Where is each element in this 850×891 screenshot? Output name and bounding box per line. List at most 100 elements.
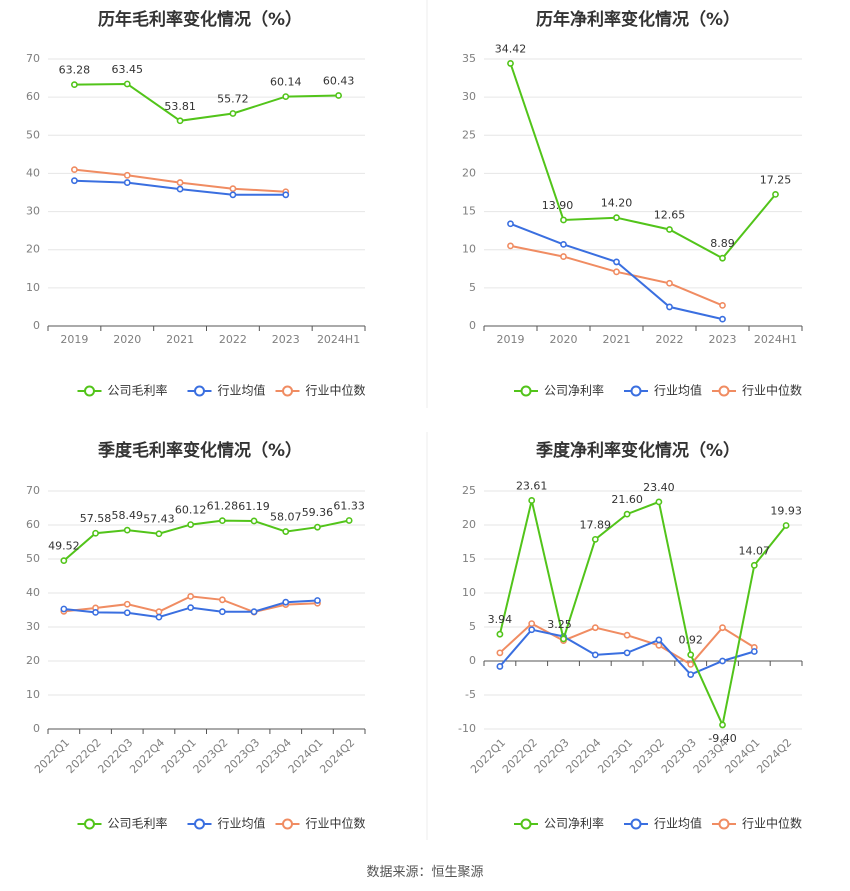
series-line-green <box>63 519 350 562</box>
x-tick-label: 2023 <box>272 333 300 346</box>
data-point-green <box>687 651 695 659</box>
legend-item-blue[interactable]: 行业均值 <box>187 383 266 398</box>
y-tick-label: 15 <box>462 205 476 218</box>
chart-quarterly-gross: 季度毛利率变化情况（%）0102030405060702022Q12022Q22… <box>26 440 366 831</box>
data-point-blue <box>123 609 131 617</box>
legend-marker <box>194 818 205 830</box>
legend-marker <box>194 385 205 397</box>
data-point-orange <box>507 242 514 250</box>
data-point-green <box>528 497 536 504</box>
data-point-blue <box>250 608 258 616</box>
data-point-orange <box>719 302 726 309</box>
y-tick-label: 10 <box>26 688 40 701</box>
legend-item-orange[interactable]: 行业中位数 <box>275 383 366 398</box>
y-tick-label: 20 <box>26 654 40 667</box>
data-point-orange <box>528 620 536 627</box>
data-point-green <box>345 517 353 524</box>
data-point-green <box>782 522 790 529</box>
data-point-green <box>218 517 226 525</box>
chart-quarterly-net: 季度净利率变化情况（%）-10-505101520252022Q12022Q22… <box>458 440 803 831</box>
legend-item-green[interactable]: 公司毛利率 <box>77 383 168 398</box>
chart-annual-gross: 历年毛利率变化情况（%） 0 10 20 30 40 50 60 70 2019 2020 2021 2… <box>26 9 366 398</box>
data-point-orange <box>187 593 195 600</box>
y-tick-label: 60 <box>26 90 40 103</box>
chart-title: 历年净利率变化情况（%） <box>536 9 740 30</box>
data-point-orange <box>123 600 131 608</box>
legend-item-blue[interactable]: 行业均值 <box>624 816 702 831</box>
data-label: 17.25 <box>760 173 792 186</box>
y-tick-label: 0 <box>469 319 476 332</box>
data-label: 17.89 <box>580 518 612 531</box>
data-label: 60.43 <box>323 75 355 88</box>
data-point-blue <box>655 636 663 644</box>
legend-item-orange[interactable]: 行业中位数 <box>712 383 802 398</box>
data-point-blue <box>591 651 599 659</box>
data-point-green <box>496 630 504 638</box>
x-tick-label: 2022 <box>219 333 247 346</box>
data-point-green <box>591 535 599 543</box>
y-tick-label: 30 <box>462 90 476 103</box>
chart-title: 季度净利率变化情况（%） <box>536 440 740 461</box>
data-point-orange <box>560 253 567 260</box>
legend-marker <box>718 385 730 397</box>
legend-item-green[interactable]: 公司毛利率 <box>77 816 168 831</box>
y-tick-label: -5 <box>465 688 476 701</box>
y-tick-label: 0 <box>33 722 40 735</box>
legend-label: 行业中位数 <box>742 816 802 831</box>
legend-label: 行业均值 <box>218 816 266 831</box>
y-tick-label: 0 <box>33 319 40 332</box>
chart-title: 季度毛利率变化情况（%） <box>98 440 302 461</box>
data-point-green <box>335 92 342 99</box>
data-point-blue <box>155 613 163 621</box>
data-point-blue <box>507 220 514 228</box>
y-tick-label: 10 <box>462 586 476 599</box>
x-tick-label: 2021 <box>603 333 631 346</box>
legend-item-green[interactable]: 公司净利率 <box>514 816 604 831</box>
x-tick-label: 2022 <box>656 333 684 346</box>
data-point-green <box>655 498 663 506</box>
data-point-green <box>507 60 514 67</box>
data-point-green <box>750 561 758 569</box>
legend-item-blue[interactable]: 行业均值 <box>187 816 266 831</box>
data-point-blue <box>560 240 567 248</box>
data-point-blue <box>613 258 620 266</box>
legend-label: 行业均值 <box>654 816 702 831</box>
legend-item-blue[interactable]: 行业均值 <box>624 383 702 398</box>
y-tick-label: 35 <box>462 52 476 65</box>
legend-item-orange[interactable]: 行业中位数 <box>712 816 802 831</box>
y-tick-label: 50 <box>26 128 40 141</box>
data-point-blue <box>719 657 726 665</box>
data-point-blue <box>218 608 226 616</box>
data-label: 58.07 <box>270 511 302 524</box>
legend-item-orange[interactable]: 行业中位数 <box>275 816 366 831</box>
data-label: 3.25 <box>547 618 572 631</box>
data-label: 57.58 <box>80 512 112 525</box>
legend-item-green[interactable]: 公司净利率 <box>514 383 604 398</box>
data-point-orange <box>123 171 131 179</box>
data-point-green <box>282 93 290 101</box>
legend-marker <box>630 385 642 397</box>
data-point-green <box>176 117 184 125</box>
data-point-green <box>187 521 195 528</box>
data-label: 0.92 <box>678 634 703 647</box>
data-point-blue <box>687 671 695 678</box>
data-point-blue <box>719 315 726 323</box>
data-point-green <box>282 528 290 535</box>
data-label: 19.93 <box>770 504 802 517</box>
legend-label: 行业中位数 <box>306 383 366 398</box>
y-tick-label: 20 <box>462 166 476 179</box>
data-label: 55.72 <box>217 92 249 105</box>
data-point-blue <box>60 605 68 613</box>
data-point-blue <box>528 626 536 634</box>
y-tick-label: 25 <box>462 128 476 141</box>
chart-title: 历年毛利率变化情况（%） <box>98 9 302 30</box>
data-label: 14.20 <box>601 197 633 210</box>
data-point-green <box>623 510 631 518</box>
data-point-orange <box>591 624 599 632</box>
data-point-orange <box>229 185 237 193</box>
x-tick-label: 2024Q2 <box>317 736 357 776</box>
data-point-green <box>560 216 567 224</box>
data-point-green <box>560 635 567 643</box>
legend-marker <box>282 818 293 830</box>
